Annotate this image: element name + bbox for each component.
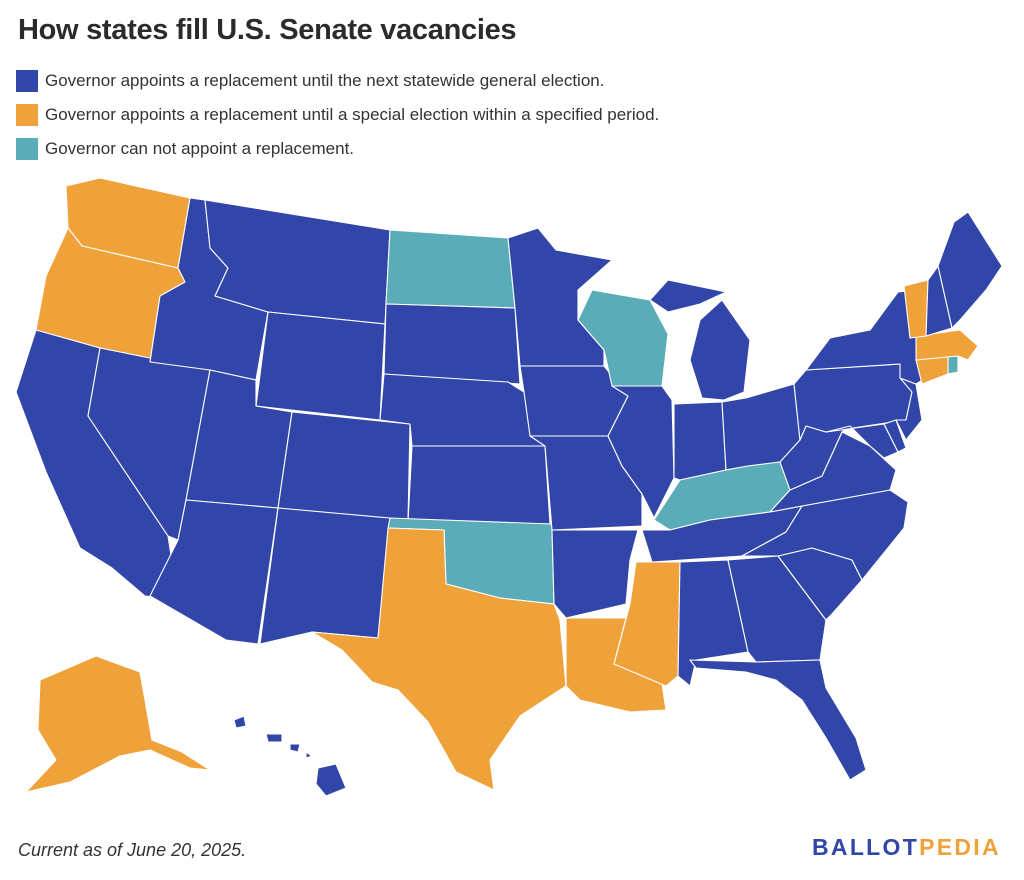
- state-wy[interactable]: [255, 311, 386, 421]
- state-nd[interactable]: [385, 229, 516, 309]
- state-me[interactable]: [937, 211, 1003, 329]
- state-ct[interactable]: [915, 355, 951, 385]
- state-mi[interactable]: [649, 279, 751, 401]
- legend-label-none: Governor can not appoint a replacement.: [45, 139, 355, 158]
- ballotpedia-logo[interactable]: BALLOTPEDIA: [812, 834, 1001, 861]
- footnote: Current as of June 20, 2025.: [18, 840, 247, 860]
- logo-text-pedia: PEDIA: [919, 834, 1001, 860]
- legend-item-special: Governor appoints a replacement until a …: [16, 98, 659, 132]
- legend-item-none: Governor can not appoint a replacement.: [16, 132, 659, 166]
- state-tx[interactable]: [311, 527, 567, 791]
- state-nm[interactable]: [259, 507, 391, 645]
- legend: Governor appoints a replacement until th…: [16, 64, 659, 166]
- state-fl[interactable]: [689, 659, 867, 781]
- legend-swatch-general: [16, 70, 38, 92]
- state-nc[interactable]: [741, 489, 909, 581]
- state-ma[interactable]: [915, 329, 979, 361]
- state-sd[interactable]: [383, 303, 521, 385]
- state-ri[interactable]: [947, 355, 959, 375]
- state-hi[interactable]: [233, 715, 347, 797]
- legend-swatch-none: [16, 138, 38, 160]
- state-ks[interactable]: [407, 445, 551, 525]
- legend-label-special: Governor appoints a replacement until a …: [45, 105, 660, 124]
- page-title: How states fill U.S. Senate vacancies: [18, 14, 517, 46]
- state-ak[interactable]: [25, 655, 211, 793]
- state-wi[interactable]: [577, 289, 669, 387]
- state-co[interactable]: [277, 411, 411, 523]
- legend-label-general: Governor appoints a replacement until th…: [45, 71, 605, 90]
- legend-item-general: Governor appoints a replacement until th…: [16, 64, 659, 98]
- state-il[interactable]: [607, 385, 675, 519]
- legend-swatch-special: [16, 104, 38, 126]
- state-de[interactable]: [883, 419, 907, 453]
- logo-text-ballot: BALLOT: [812, 834, 920, 860]
- state-in[interactable]: [673, 401, 727, 481]
- state-ar[interactable]: [551, 529, 639, 619]
- state-nj[interactable]: [895, 377, 923, 441]
